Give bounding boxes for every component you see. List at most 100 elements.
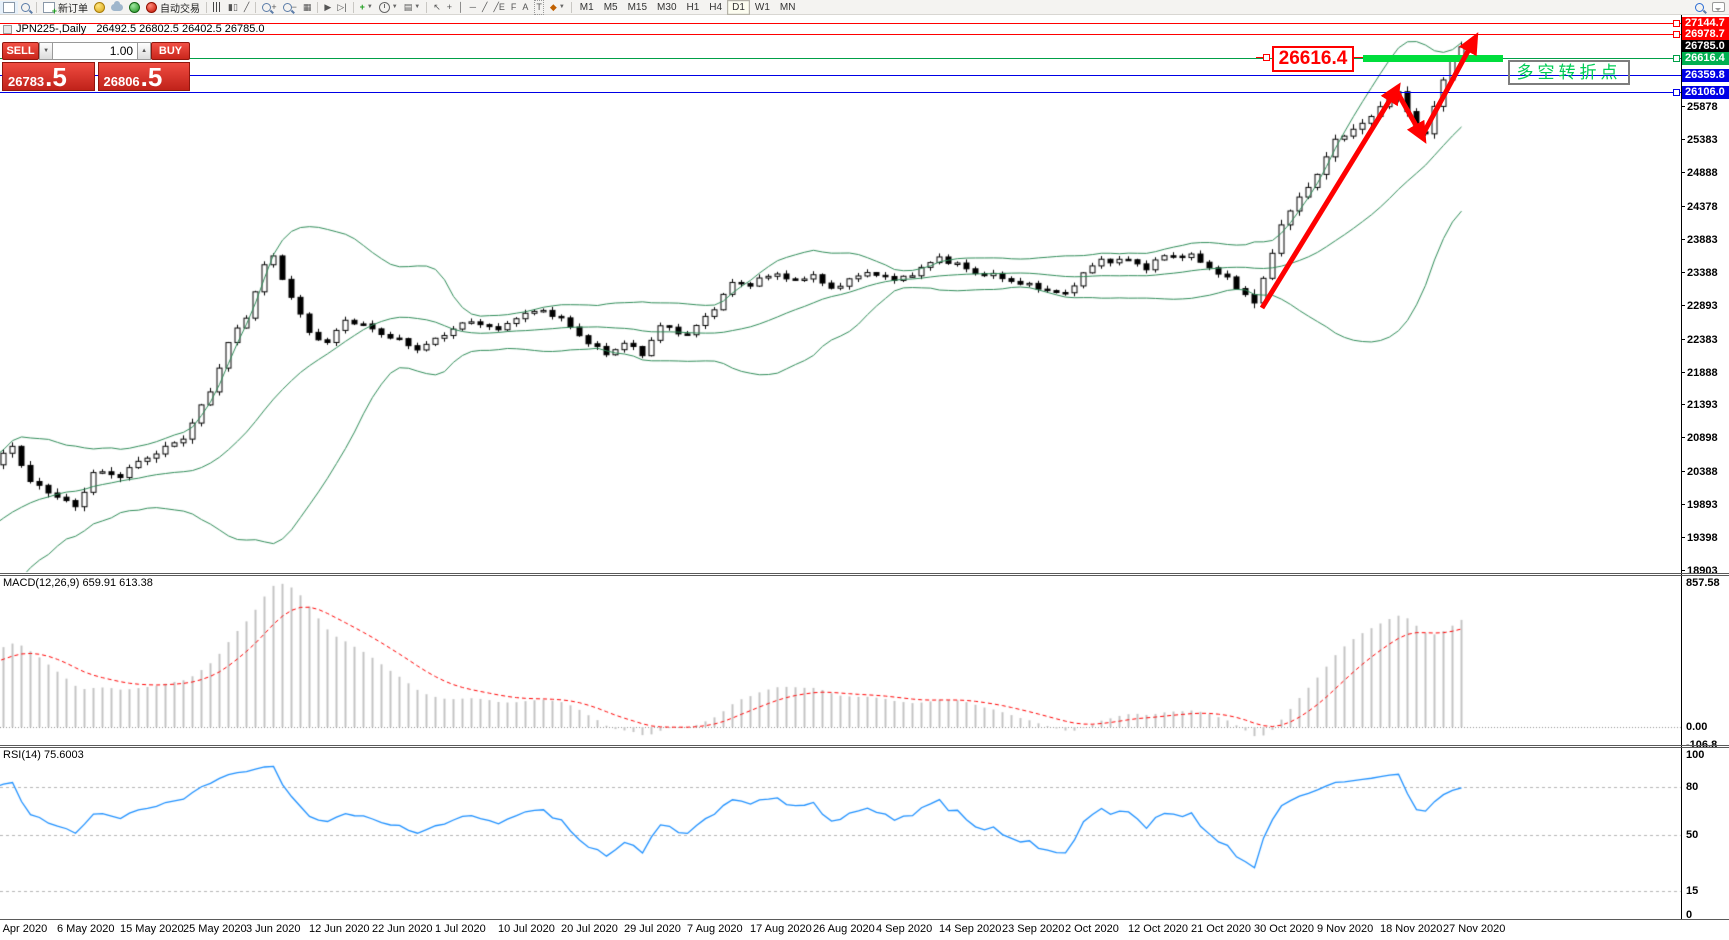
level-end-marker[interactable] [1673, 31, 1680, 39]
trendline-tool[interactable]: ╱ [479, 1, 490, 14]
horizontal-level-line[interactable] [0, 58, 1681, 60]
horizontal-level-line[interactable] [0, 75, 1681, 77]
pane-divider[interactable] [0, 575, 1729, 576]
new-order-button[interactable]: + 新订单 [40, 1, 91, 15]
timeframe-M30[interactable]: M30 [657, 1, 677, 13]
volume-down-stepper[interactable]: ▼ [39, 42, 54, 60]
price-tick: 20388 [1681, 466, 1718, 479]
timeframe-MN[interactable]: MN [779, 1, 796, 13]
level-end-marker[interactable] [1673, 55, 1680, 63]
price-flag-label[interactable]: 26616.4 [1272, 46, 1354, 72]
volume-input[interactable] [53, 42, 138, 60]
chart-window-mini-icon [3, 24, 12, 34]
chevron-down-icon: ▼ [391, 4, 398, 10]
zoom-out-button[interactable]: − [280, 1, 300, 14]
signals-icon[interactable] [126, 1, 143, 14]
auto-trading-button[interactable]: 自动交易 [143, 1, 203, 15]
date-tick-label: 29 Jul 2020 [624, 923, 681, 935]
date-tick-label: 30 Oct 2020 [1254, 923, 1314, 935]
auto-trading-label: 自动交易 [160, 3, 200, 15]
vertical-line-tool[interactable]: │ [455, 1, 467, 14]
timeframe-M15[interactable]: M15 [627, 1, 648, 13]
rsi-tick: 15 [1686, 885, 1699, 897]
channel-tool[interactable]: ╱ E [490, 1, 507, 14]
pane-divider[interactable] [0, 747, 1729, 748]
fibonacci-icon: F [510, 1, 517, 12]
chart-window-icon [3, 1, 15, 13]
chevron-down-icon: ▼ [558, 4, 565, 10]
chart-profiles-icon[interactable] [18, 1, 33, 14]
horizontal-level-line[interactable] [0, 34, 1681, 36]
fibonacci-tool[interactable]: F [508, 1, 520, 14]
pane-divider[interactable] [0, 573, 1729, 574]
timeframe-M1[interactable]: M1 [579, 1, 594, 13]
macd-tick: 857.58 [1686, 577, 1720, 589]
arrows-tool[interactable]: ◆ ▼ [547, 1, 568, 14]
annotation-note[interactable]: 多空转折点 [1508, 60, 1630, 85]
timeframe-bar: M1 M5 M15 M30 H1 H4 D1 W1 MN [575, 0, 801, 15]
toolbar-separator [255, 1, 257, 13]
horizontal-level-line[interactable] [0, 92, 1681, 94]
line-chart-mode-button[interactable]: ╱ [241, 1, 252, 14]
timeframe-D1[interactable]: D1 [727, 0, 750, 15]
market-watch-gold-icon[interactable] [91, 1, 108, 14]
periods-button[interactable]: ▼ [376, 1, 401, 14]
timeframe-M5[interactable]: M5 [603, 1, 618, 13]
toolbar-separator [426, 1, 428, 13]
chart-shift-button[interactable]: ▷| [334, 1, 349, 14]
vline-icon: │ [458, 1, 464, 12]
volume-up-stepper[interactable]: ▲ [137, 42, 152, 60]
flag-anchor-marker[interactable] [1263, 54, 1270, 61]
horizontal-line-tool[interactable]: ─ [467, 1, 479, 14]
level-end-marker[interactable] [1673, 89, 1680, 97]
tile-windows-button[interactable]: ▦ [300, 1, 315, 14]
channel-letter: E [498, 1, 505, 12]
ask-price-button[interactable]: 26806 .5 [97, 62, 190, 91]
toolbar-separator [352, 1, 354, 13]
zoom-in-button[interactable]: + [259, 1, 279, 14]
timeframe-H1[interactable]: H1 [686, 1, 700, 13]
pane-divider[interactable] [0, 745, 1729, 746]
price-tick: 18903 [1681, 565, 1718, 577]
price-level-label: 26785.0 [1682, 40, 1729, 54]
buy-button[interactable]: BUY [151, 42, 190, 60]
text-label-tool[interactable]: T [531, 0, 547, 15]
bid-price-button[interactable]: 26783 .5 [2, 62, 95, 91]
level-end-marker[interactable] [1673, 20, 1680, 27]
price-tick: 24378 [1681, 200, 1718, 213]
bar-chart-mode-button[interactable] [210, 1, 225, 14]
price-level-label: 26616.4 [1682, 51, 1729, 65]
ohlc-values: 26492.5 26802.5 26402.5 26785.0 [96, 23, 265, 35]
crosshair-tool[interactable]: + [444, 1, 455, 14]
time-axis-line [0, 919, 1729, 920]
timeframe-W1[interactable]: W1 [754, 1, 770, 13]
rsi-tick: 0 [1686, 909, 1693, 921]
sell-button[interactable]: SELL [2, 42, 40, 60]
order-doc-icon: + [43, 1, 57, 15]
timeframe-H4[interactable]: H4 [709, 1, 723, 13]
price-tick: 21393 [1681, 399, 1718, 412]
rsi-label: RSI(14) 75.6003 [3, 749, 84, 761]
indicators-button[interactable]: + ▼ [357, 1, 376, 14]
date-tick-label: 21 Oct 2020 [1191, 923, 1251, 935]
chat-icon[interactable] [1712, 2, 1725, 12]
price-tick: 19398 [1681, 532, 1718, 545]
date-tick-label: 15 May 2020 [120, 923, 184, 935]
templates-button[interactable]: ▤ ▼ [401, 1, 423, 14]
date-tick-label: 12 Oct 2020 [1128, 923, 1188, 935]
new-chart-icon[interactable] [0, 0, 18, 14]
date-tick-label: 17 Aug 2020 [750, 923, 812, 935]
auto-scroll-button[interactable]: ▶ [321, 1, 334, 14]
highlight-level-bar[interactable] [1363, 55, 1503, 62]
cursor-tool[interactable]: ↖ [430, 1, 444, 14]
candle-chart-mode-button[interactable]: ▮▯ [225, 1, 241, 14]
price-level-label: 26359.8 [1682, 68, 1729, 82]
community-cloud-icon[interactable] [108, 0, 126, 14]
horizontal-level-line[interactable] [0, 23, 1681, 24]
date-tick-label: 12 Jun 2020 [309, 923, 370, 935]
text-tool[interactable]: A [519, 1, 531, 14]
date-tick-label: 2 Oct 2020 [1065, 923, 1119, 935]
search-icon[interactable] [1695, 2, 1704, 12]
